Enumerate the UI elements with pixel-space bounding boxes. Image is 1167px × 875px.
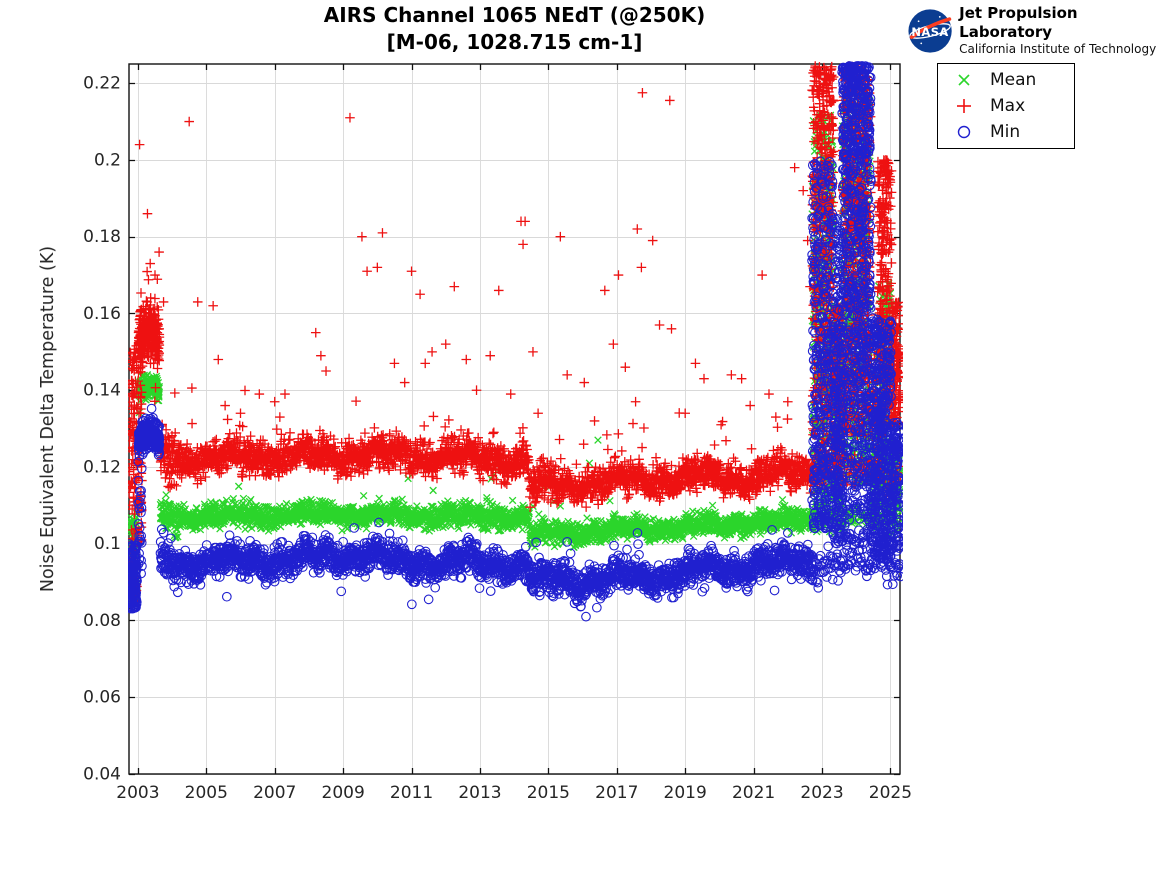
chart-title-line2: [M-06, 1028.715 cm-1] bbox=[386, 30, 643, 54]
chart-title: AIRS Channel 1065 NEdT (@250K) [M-06, 10… bbox=[129, 2, 900, 56]
legend-label-mean: Mean bbox=[990, 70, 1037, 90]
legend-row-max: Max bbox=[938, 94, 1074, 119]
chart-legend: Mean Max Min bbox=[937, 63, 1075, 149]
y-axis-label: Noise Equivalent Delta Temperature (K) bbox=[38, 245, 58, 593]
jpl-header: NASA Jet Propulsion Laboratory Californi… bbox=[908, 4, 1167, 57]
legend-row-min: Min bbox=[938, 120, 1074, 145]
nasa-meatball-logo-icon: NASA bbox=[908, 8, 952, 53]
jpl-text-block: Jet Propulsion Laboratory California Ins… bbox=[959, 4, 1167, 57]
jpl-name: Jet Propulsion Laboratory bbox=[959, 4, 1078, 41]
legend-label-max: Max bbox=[990, 96, 1026, 116]
chart-title-line1: AIRS Channel 1065 NEdT (@250K) bbox=[323, 3, 706, 27]
min-marker-icon bbox=[938, 123, 990, 141]
max-marker-icon bbox=[938, 97, 990, 115]
mean-marker-icon bbox=[938, 72, 990, 88]
legend-label-min: Min bbox=[990, 122, 1021, 142]
legend-row-mean: Mean bbox=[938, 68, 1074, 93]
caltech-name: California Institute of Technology bbox=[959, 42, 1157, 56]
nasa-logo-text: NASA bbox=[911, 24, 948, 38]
